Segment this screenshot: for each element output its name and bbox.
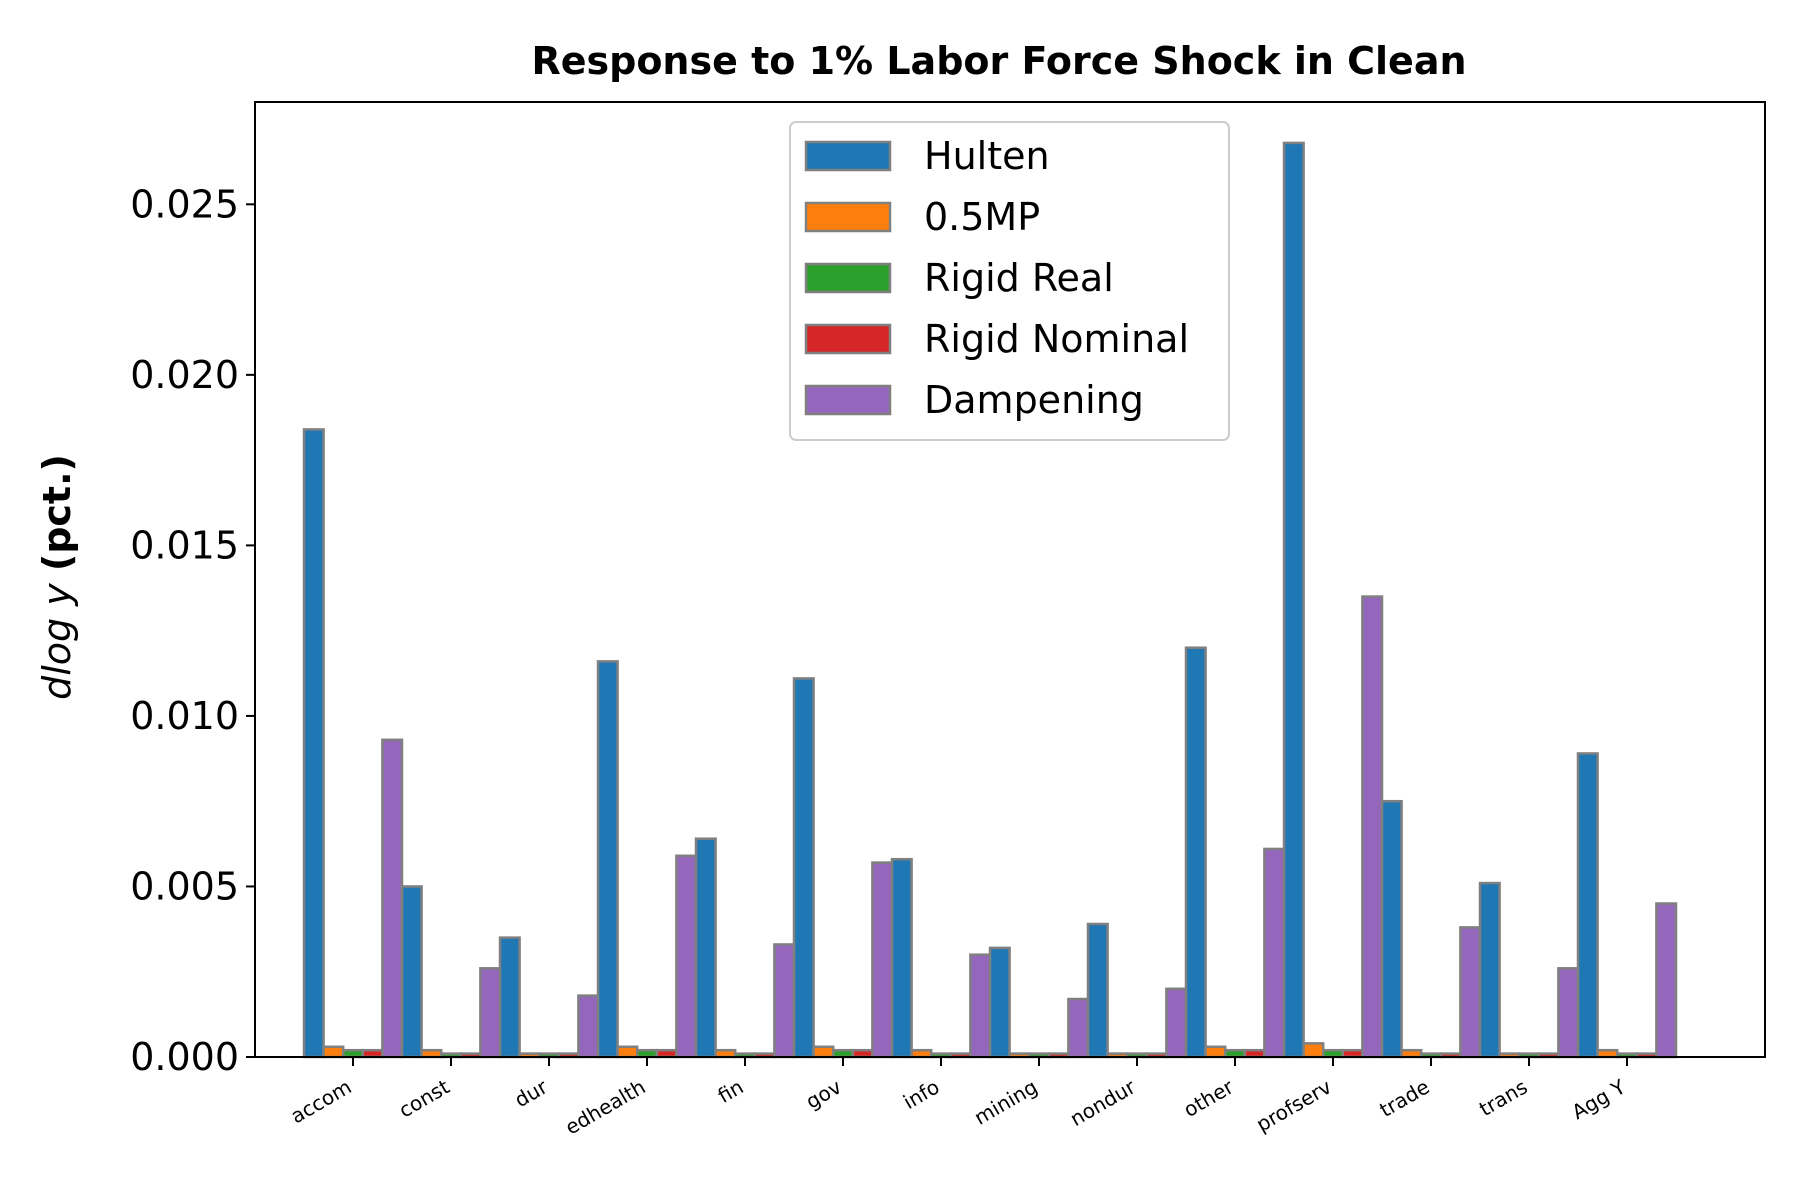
bar-hulten <box>1184 646 1207 1059</box>
bar-0-5mp <box>322 1045 345 1059</box>
bar-rigid-real <box>1223 1048 1247 1059</box>
bar-rigid-nominal <box>361 1048 384 1059</box>
bar-0-5mp <box>910 1048 933 1059</box>
legend-swatch <box>804 201 892 233</box>
y-tick-label: 0.015 <box>130 523 239 567</box>
bar-dampening <box>1165 987 1188 1059</box>
bar-0-5mp <box>1204 1045 1227 1059</box>
legend-swatch <box>804 323 892 355</box>
bar-rigid-real <box>341 1048 365 1059</box>
legend-swatch <box>804 140 892 172</box>
bar-rigid-real <box>1321 1048 1345 1059</box>
y-axis-label-unit: (pct.) <box>35 454 79 571</box>
bar-dampening <box>1067 997 1090 1059</box>
bar-rigid-nominal <box>1341 1048 1364 1059</box>
bar-0-5mp <box>812 1045 835 1059</box>
bar-dampening <box>871 861 894 1059</box>
bar-rigid-nominal <box>655 1048 678 1059</box>
bar-dampening <box>577 994 600 1059</box>
bar-dampening <box>1263 847 1286 1059</box>
bar-hulten <box>1380 799 1403 1059</box>
bar-dampening <box>675 854 698 1059</box>
bar-hulten <box>1282 141 1305 1059</box>
legend: Hulten 0.5MP Rigid Real Rigid Nominal Dampen… <box>789 121 1230 441</box>
bar-rigid-nominal <box>1243 1048 1266 1059</box>
legend-swatch <box>804 262 892 294</box>
bar-hulten <box>498 936 521 1059</box>
bar-hulten <box>890 857 913 1059</box>
bar-0-5mp <box>714 1048 737 1059</box>
legend-label: Hulten <box>924 134 1050 178</box>
bar-0-5mp <box>420 1048 443 1059</box>
chart-title: Response to 1% Labor Force Shock in Clea… <box>531 39 1466 83</box>
bar-hulten <box>1576 752 1599 1059</box>
bar-dampening <box>1459 926 1482 1059</box>
bar-dampening <box>381 738 404 1059</box>
legend-label: 0.5MP <box>924 195 1040 239</box>
bar-hulten <box>302 428 325 1059</box>
bar-hulten <box>400 885 423 1059</box>
bar-hulten <box>694 837 717 1059</box>
bar-0-5mp <box>1596 1048 1619 1059</box>
bar-dampening <box>1361 595 1384 1059</box>
y-tick-label: 0.025 <box>130 182 239 226</box>
y-axis-label-math: dlog y <box>35 583 79 700</box>
plot-frame <box>254 101 1766 1058</box>
y-tick-label: 0.005 <box>130 864 239 908</box>
y-tick-label: 0.020 <box>130 353 239 397</box>
bar-0-5mp <box>1400 1048 1423 1059</box>
bar-dampening <box>1557 967 1580 1059</box>
legend-swatch <box>804 384 892 416</box>
bar-hulten <box>596 660 619 1059</box>
bar-hulten <box>792 677 815 1059</box>
legend-label: Dampening <box>924 378 1144 422</box>
y-tick-label: 0.010 <box>130 694 239 738</box>
bar-dampening <box>969 953 992 1059</box>
bar-hulten <box>1478 881 1501 1059</box>
bar-dampening <box>1655 902 1678 1059</box>
bar-rigid-real <box>635 1048 659 1059</box>
bar-0-5mp <box>1302 1042 1325 1059</box>
legend-label: Rigid Real <box>924 256 1114 300</box>
y-tick-label: 0.000 <box>130 1035 239 1079</box>
bar-0-5mp <box>616 1045 639 1059</box>
bar-hulten <box>1086 922 1109 1059</box>
bar-rigid-real <box>831 1048 855 1059</box>
legend-label: Rigid Nominal <box>924 317 1189 361</box>
bar-rigid-nominal <box>851 1048 874 1059</box>
bar-dampening <box>773 943 796 1059</box>
bar-dampening <box>479 967 502 1059</box>
bar-hulten <box>988 946 1011 1059</box>
legend-box <box>789 121 1230 441</box>
y-axis-label: dlog y (pct.) <box>35 454 79 700</box>
